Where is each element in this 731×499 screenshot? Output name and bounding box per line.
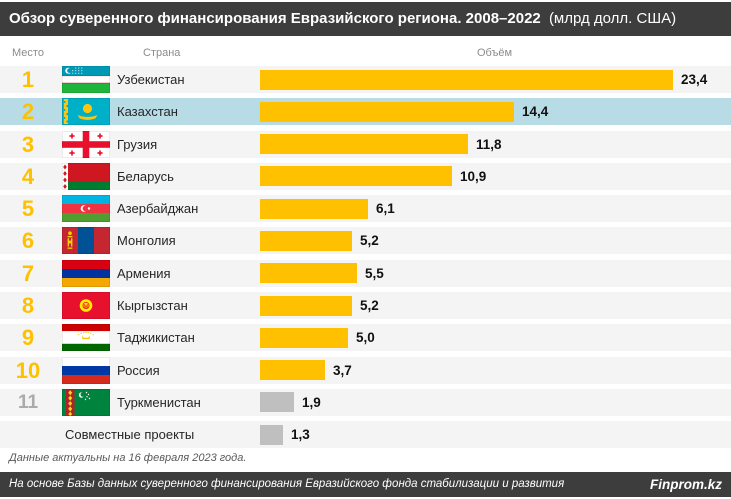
flag-uzbekistan [62,66,110,93]
bar-chart-rows: 1 Узбекистан 23,4 2 Казахстан 14,4 3 Гру… [0,66,731,454]
table-row: Совместные проекты 1,3 [0,421,731,449]
page-title: Обзор суверенного финансирования Евразий… [9,10,541,27]
value-label: 5,2 [360,233,379,249]
flag-tajikistan [62,324,110,352]
table-row: 4 Беларусь 10,9 [0,162,731,190]
value-bar [260,166,452,187]
value-label: 1,3 [291,427,310,443]
source-text: На основе Базы данных суверенного финанс… [9,478,565,490]
table-row: 7 Армения 5,5 [0,259,731,287]
table-row: 10 Россия 3,7 [0,356,731,384]
value-label: 10,9 [460,168,487,184]
rank-label [0,421,56,448]
value-bar [260,327,348,348]
country-label: Монголия [117,233,176,249]
table-row: 8 Кыргызстан 5,2 [0,292,731,320]
rank-label: 7 [21,260,35,286]
value-bar [260,198,368,219]
value-bar [260,424,283,445]
rank-label: 9 [21,325,35,351]
rank-label: 11 [17,391,39,413]
title-bar: Обзор суверенного финансирования Евразий… [0,2,731,36]
rank-label: 6 [21,228,35,254]
source-bar: На основе Базы данных суверенного финанс… [0,472,731,497]
value-label: 11,8 [476,136,502,152]
value-bar [260,295,352,316]
value-bar [260,360,325,381]
value-bar [260,101,514,122]
table-row: 9 Таджикистан 5,0 [0,324,731,352]
value-bar [260,230,352,251]
flag-russia [62,356,110,384]
column-header-volume: Объём [477,47,513,59]
column-header-country: Страна [143,47,181,59]
table-row: 2 Казахстан 14,4 [0,98,731,126]
country-label: Армения [117,265,171,281]
value-bar [260,263,357,284]
country-label: Азербайджан [117,201,199,217]
value-bar [260,392,294,413]
country-label: Кыргызстан [117,298,188,314]
value-label: 5,0 [356,330,375,346]
rank-label: 4 [21,163,35,189]
table-row: 3 Грузия 11,8 [0,130,731,158]
table-row: 6 Монголия 5,2 [0,227,731,255]
title-unit-note: (млрд долл. США) [548,10,677,27]
country-label: Туркменистан [117,394,201,410]
table-row: 5 Азербайджан 6,1 [0,195,731,223]
country-label: Россия [117,362,160,378]
flag-mongolia [62,227,110,255]
country-label: Беларусь [117,168,174,184]
value-label: 23,4 [681,72,708,87]
flag-georgia [62,130,110,158]
value-label: 1,9 [302,394,321,410]
column-header-rank: Место [12,47,44,59]
value-bar [260,69,673,90]
country-label: Совместные проекты [65,427,195,443]
flag-azerbaijan [62,195,110,223]
column-headers: Место Страна Объём [0,44,731,62]
flag-turkmenistan [62,388,110,416]
country-label: Таджикистан [117,330,195,346]
flag-armenia [62,259,110,287]
flag-belarus [62,162,110,190]
data-actuality-note: Данные актуальны на 16 февраля 2023 года… [9,452,247,464]
country-label: Казахстан [117,104,178,120]
value-label: 5,2 [360,298,379,314]
rank-label: 5 [21,196,35,222]
rank-label: 2 [21,99,35,125]
rank-label: 8 [21,293,35,319]
flag-kyrgyzstan [62,292,110,320]
value-label: 14,4 [522,104,549,120]
country-label: Грузия [117,136,158,152]
value-bar [260,134,468,155]
rank-label: 10 [15,357,41,383]
value-label: 6,1 [376,201,395,217]
rank-label: 1 [21,67,35,92]
brand-logo: Finprom.kz [649,477,722,492]
rank-label: 3 [21,131,35,157]
value-label: 3,7 [333,362,352,378]
table-row: 11 Туркменистан 1,9 [0,388,731,416]
country-label: Узбекистан [117,72,185,87]
value-label: 5,5 [365,265,384,281]
flag-kazakhstan [62,98,110,126]
table-row: 1 Узбекистан 23,4 [0,66,731,93]
